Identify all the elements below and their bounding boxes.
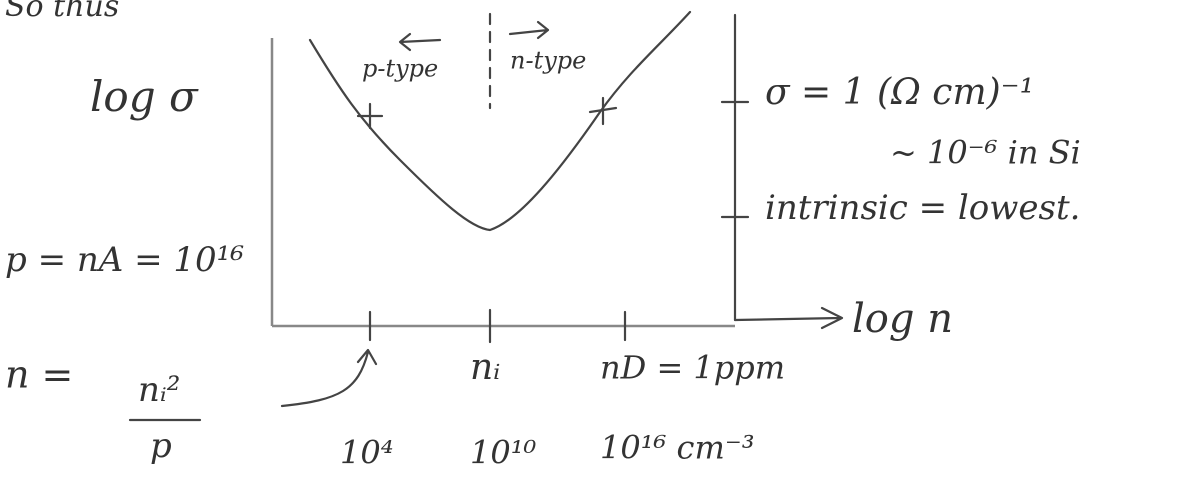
note: n =: [5, 353, 73, 397]
diagram: So thus log σ log n p-type n-type σ = 1 …: [0, 0, 1199, 482]
top-fragment: So thus: [5, 0, 119, 24]
conductivity-curve: [310, 12, 690, 230]
left-arrow: [400, 34, 440, 50]
tick-value: 10¹⁰: [470, 434, 537, 472]
right-arrow: [510, 22, 548, 38]
y-axis-label: log σ: [90, 72, 199, 121]
note: p = nA = 10¹⁶: [5, 240, 244, 280]
curve-marks: [358, 98, 616, 128]
x-axis-label: log n: [852, 296, 953, 342]
tick-symbol: nᵢ: [470, 347, 500, 388]
tick-symbol: nD = 1ppm: [600, 349, 785, 387]
note: nᵢ²: [138, 370, 180, 410]
curved-arrow: [282, 350, 376, 406]
note: intrinsic = lowest.: [765, 188, 1080, 228]
note: ~ 10⁻⁶ in Si: [890, 134, 1081, 172]
tick-value: 10¹⁶ cm⁻³: [600, 429, 755, 467]
note: p: [150, 426, 172, 466]
region-label: n-type: [510, 47, 586, 75]
x-axis-arrow: [735, 308, 842, 328]
tick-value: 10⁴: [340, 434, 394, 472]
note: σ = 1 (Ω cm)⁻¹: [765, 72, 1034, 113]
region-label: p-type: [362, 55, 438, 83]
